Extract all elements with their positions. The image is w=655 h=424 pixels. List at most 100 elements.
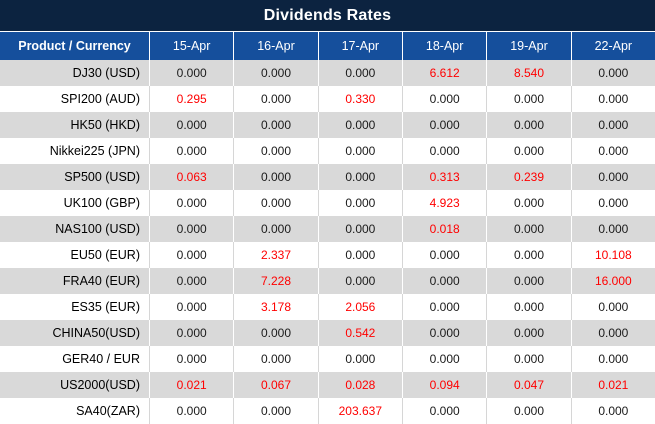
value-cell: 0.542 <box>317 320 402 346</box>
value-cell: 0.000 <box>149 242 233 268</box>
value-cell: 0.063 <box>149 164 233 190</box>
value-cell: 0.000 <box>233 112 317 138</box>
value-cell: 0.000 <box>402 138 486 164</box>
value-cell: 7.228 <box>233 268 317 294</box>
value-cell: 0.000 <box>402 398 486 424</box>
table-row: EU50 (EUR) 0.000 2.337 0.000 0.000 0.000 10.10… <box>0 242 655 268</box>
product-label: HK50 (HKD) <box>70 118 140 132</box>
value-cell: 0.000 <box>486 242 570 268</box>
value-cell: 0.000 <box>317 138 402 164</box>
value-cell: 0.000 <box>570 164 655 190</box>
value-cell: 0.000 <box>149 112 233 138</box>
table-row: Nikkei225 (JPN) 0.000 0.000 0.000 0.000 0.000… <box>0 138 655 164</box>
value-cell: 0.000 <box>233 320 317 346</box>
value-cell: 0.000 <box>570 138 655 164</box>
value-cell: 2.056 <box>317 294 402 320</box>
value-cell: 0.000 <box>317 60 402 86</box>
column-header-19-apr: 19-Apr <box>486 32 570 60</box>
value-cell: 0.000 <box>570 346 655 372</box>
value-cell: 0.000 <box>233 346 317 372</box>
table-row: SP500 (USD) 0.063 0.000 0.000 0.313 0.239 0.00… <box>0 164 655 190</box>
value-cell: 0.000 <box>486 190 570 216</box>
value-cell: 0.000 <box>570 86 655 112</box>
value-cell: 0.000 <box>486 294 570 320</box>
table-row: UK100 (GBP) 0.000 0.000 0.000 4.923 0.000 0.00… <box>0 190 655 216</box>
value-cell: 0.067 <box>233 372 317 398</box>
value-cell: 2.337 <box>233 242 317 268</box>
value-cell: 0.000 <box>317 346 402 372</box>
table-body: DJ30 (USD) 0.000 0.000 0.000 6.612 8.540 0.000… <box>0 60 655 424</box>
column-header-15-apr: 15-Apr <box>149 32 233 60</box>
value-cell: 0.000 <box>233 164 317 190</box>
value-cell: 0.000 <box>486 398 570 424</box>
value-cell: 203.637 <box>317 398 402 424</box>
value-cell: 0.094 <box>402 372 486 398</box>
value-cell: 0.239 <box>486 164 570 190</box>
value-cell: 0.000 <box>570 216 655 242</box>
value-cell: 0.000 <box>402 86 486 112</box>
value-cell: 16.000 <box>570 268 655 294</box>
value-cell: 0.028 <box>317 372 402 398</box>
value-cell: 0.047 <box>486 372 570 398</box>
value-cell: 0.000 <box>402 242 486 268</box>
value-cell: 0.000 <box>233 138 317 164</box>
table-row: FRA40 (EUR) 0.000 7.228 0.000 0.000 0.000 16.0… <box>0 268 655 294</box>
column-header-18-apr: 18-Apr <box>402 32 486 60</box>
value-cell: 0.000 <box>149 60 233 86</box>
value-cell: 0.000 <box>486 346 570 372</box>
column-header-16-apr: 16-Apr <box>233 32 317 60</box>
column-header-product-currency: Product / Currency <box>18 39 131 53</box>
value-cell: 0.000 <box>570 398 655 424</box>
value-cell: 8.540 <box>486 60 570 86</box>
value-cell: 10.108 <box>570 242 655 268</box>
column-header-17-apr: 17-Apr <box>317 32 402 60</box>
table-row: HK50 (HKD) 0.000 0.000 0.000 0.000 0.000 0.000 <box>0 112 655 138</box>
value-cell: 0.000 <box>570 190 655 216</box>
value-cell: 0.313 <box>402 164 486 190</box>
product-label: CHINA50(USD) <box>52 326 140 340</box>
value-cell: 0.021 <box>570 372 655 398</box>
value-cell: 0.018 <box>402 216 486 242</box>
value-cell: 0.000 <box>486 268 570 294</box>
value-cell: 0.000 <box>570 60 655 86</box>
value-cell: 0.000 <box>317 112 402 138</box>
column-header-22-apr: 22-Apr <box>570 32 655 60</box>
product-label: SA40(ZAR) <box>76 404 140 418</box>
product-label: US2000(USD) <box>60 378 140 392</box>
product-label: SPI200 (AUD) <box>60 92 140 106</box>
product-label: UK100 (GBP) <box>63 196 140 210</box>
product-label: DJ30 (USD) <box>72 66 140 80</box>
value-cell: 3.178 <box>233 294 317 320</box>
value-cell: 0.000 <box>233 190 317 216</box>
value-cell: 0.000 <box>149 346 233 372</box>
table-header-row: Product / Currency 15-Apr 16-Apr 17-Apr … <box>0 32 655 60</box>
table-row: DJ30 (USD) 0.000 0.000 0.000 6.612 8.540 0.000 <box>0 60 655 86</box>
table-row: US2000(USD) 0.021 0.067 0.028 0.094 0.047 0.02… <box>0 372 655 398</box>
value-cell: 0.000 <box>402 268 486 294</box>
product-label: FRA40 (EUR) <box>62 274 140 288</box>
value-cell: 0.000 <box>149 216 233 242</box>
table-row: CHINA50(USD) 0.000 0.000 0.542 0.000 0.000 0.0… <box>0 320 655 346</box>
value-cell: 0.000 <box>233 216 317 242</box>
value-cell: 0.000 <box>570 320 655 346</box>
value-cell: 0.000 <box>486 138 570 164</box>
product-label: NAS100 (USD) <box>55 222 140 236</box>
product-label: SP500 (USD) <box>64 170 140 184</box>
value-cell: 0.000 <box>570 112 655 138</box>
value-cell: 0.000 <box>233 60 317 86</box>
value-cell: 0.000 <box>570 294 655 320</box>
value-cell: 0.000 <box>486 86 570 112</box>
value-cell: 0.295 <box>149 86 233 112</box>
value-cell: 0.330 <box>317 86 402 112</box>
value-cell: 0.000 <box>486 216 570 242</box>
product-label: Nikkei225 (JPN) <box>49 144 140 158</box>
value-cell: 6.612 <box>402 60 486 86</box>
table-row: SA40(ZAR) 0.000 0.000 203.637 0.000 0.000 0.00… <box>0 398 655 424</box>
product-label: GER40 / EUR <box>62 352 140 366</box>
value-cell: 0.000 <box>486 320 570 346</box>
table-row: SPI200 (AUD) 0.295 0.000 0.330 0.000 0.000 0.0… <box>0 86 655 112</box>
value-cell: 0.000 <box>149 320 233 346</box>
value-cell: 0.021 <box>149 372 233 398</box>
value-cell: 0.000 <box>149 190 233 216</box>
value-cell: 0.000 <box>317 216 402 242</box>
